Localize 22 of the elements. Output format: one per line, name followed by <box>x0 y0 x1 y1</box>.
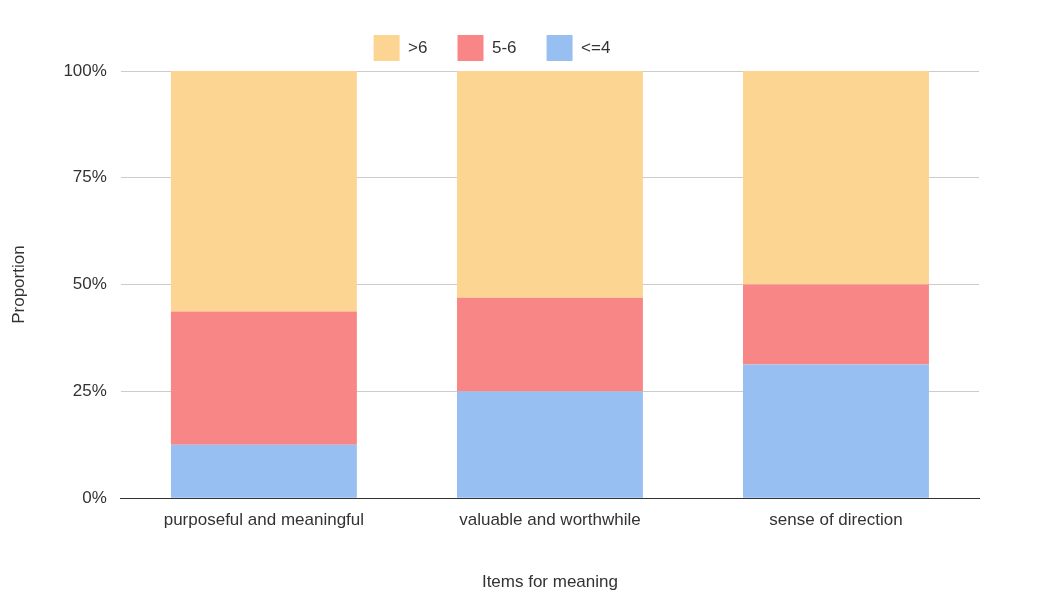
bar <box>743 71 929 285</box>
legend-label: <=4 <box>581 37 611 57</box>
y-tick-label: 50% <box>72 274 107 294</box>
x-tick-label: valuable and worthwhile <box>459 510 641 530</box>
x-tick-label: purposeful and meaningful <box>163 510 365 530</box>
bar <box>743 364 929 498</box>
bar <box>170 71 357 312</box>
bar <box>170 311 357 445</box>
y-tick-label: 25% <box>72 381 107 401</box>
y-tick-label: 100% <box>63 60 107 80</box>
bar <box>743 284 929 365</box>
bar <box>456 297 643 392</box>
x-tick-label: sense of direction <box>769 510 903 530</box>
y-axis-title: Proportion <box>8 245 28 324</box>
x-axis-title: Items for meaning <box>481 572 618 592</box>
legend-label: >6 <box>408 37 428 57</box>
legend-label: 5-6 <box>492 37 517 57</box>
bar <box>170 444 357 498</box>
bar <box>456 391 643 498</box>
y-tick-label: 75% <box>72 167 107 187</box>
y-tick-label: 0% <box>82 487 107 507</box>
bar <box>456 71 643 298</box>
